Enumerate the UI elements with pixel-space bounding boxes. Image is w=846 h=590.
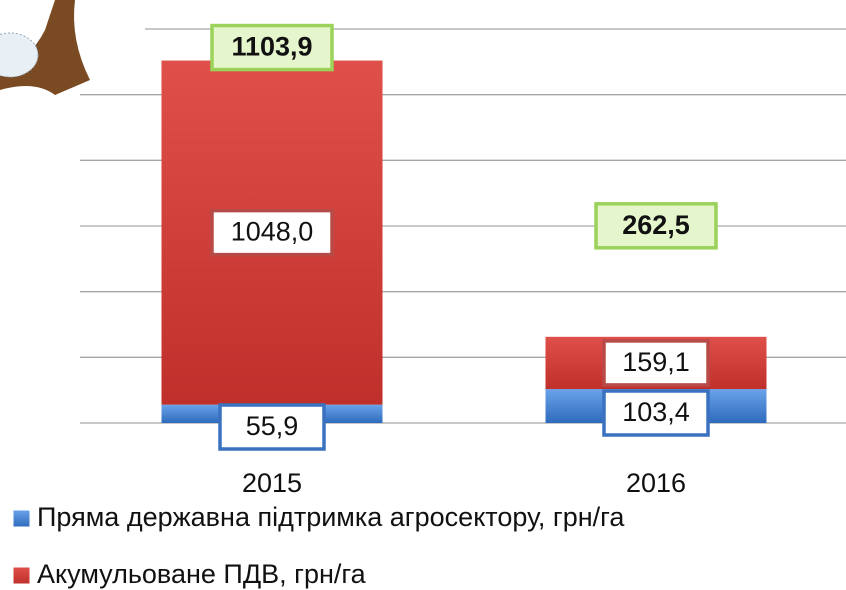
value-label-box — [210, 208, 334, 257]
x-tick-label: 2015 — [242, 468, 302, 498]
total-label: 1103,9 — [231, 32, 312, 62]
value-label: 159,1 — [622, 347, 690, 377]
legend-label: Акумульоване ПДВ, грн/га — [37, 559, 367, 589]
value-label: 55,9 — [246, 411, 299, 441]
legend-swatch — [12, 566, 31, 585]
total-label-box — [594, 202, 718, 250]
total-label-box — [210, 23, 334, 72]
value-label: 1048,0 — [231, 217, 314, 247]
value-label: 103,4 — [622, 397, 690, 427]
value-label-box — [602, 339, 710, 387]
value-label-box — [602, 389, 710, 437]
total-label: 262,5 — [622, 210, 690, 240]
value-label-box — [218, 403, 326, 451]
legend-label: Пряма державна підтримка агросектору, гр… — [37, 502, 625, 532]
x-tick-label: 2016 — [626, 468, 686, 498]
legend-swatch — [12, 509, 31, 528]
tree-decoration — [0, 0, 90, 95]
